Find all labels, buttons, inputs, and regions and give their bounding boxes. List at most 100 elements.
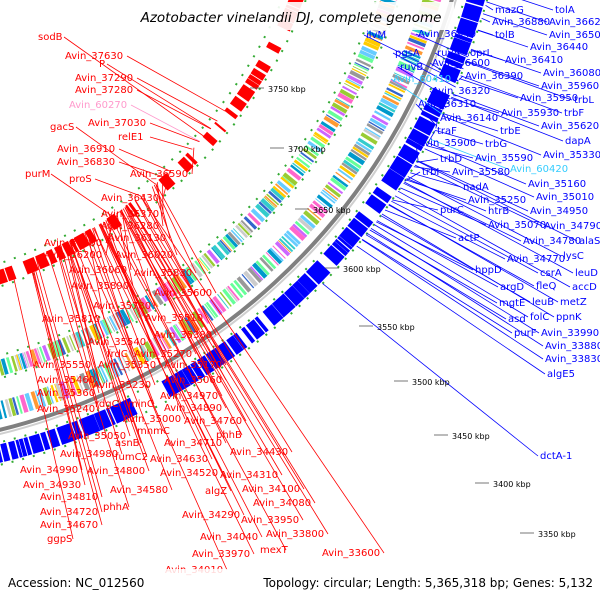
gene-label-reverse: rdgC: [95, 399, 119, 410]
feature-category-block: [172, 324, 185, 342]
leader-line-reverse: [47, 251, 130, 508]
feature-category-block: [232, 228, 245, 241]
forward-strand-feature: [15, 439, 23, 458]
track-boundary: [0, 0, 466, 444]
feature-category-block: [159, 333, 170, 350]
feature-category-block: [89, 325, 99, 341]
gene-label-reverse: Avin_34430: [230, 447, 288, 458]
forward-strand-feature: [347, 217, 369, 238]
gene-label-reverse: Avin_34080: [253, 498, 311, 509]
leader-line-reverse: [156, 182, 164, 227]
feature-category-block: [66, 335, 74, 352]
forward-strand-feature: [389, 155, 413, 178]
gene-label-reverse: frdC: [107, 349, 128, 360]
leader-line-reverse: [32, 258, 103, 513]
forward-strand-feature: [0, 449, 3, 463]
feature-category-block: [397, 60, 416, 72]
gene-label-forward: argD: [500, 282, 524, 293]
feature-category-block: [408, 37, 426, 48]
leader-line-forward: [417, 160, 578, 242]
leader-line-reverse: [98, 224, 245, 516]
leader-line-reverse: [121, 209, 132, 271]
feature-category-block: [29, 349, 39, 366]
kbp-tick-label: 3500 kbp: [412, 378, 450, 387]
leader-line-reverse: [56, 247, 123, 455]
leader-line-reverse: [106, 63, 212, 130]
feature-category-block: [16, 354, 23, 371]
leader-line-forward: [404, 181, 574, 274]
leader-line-forward: [415, 142, 419, 161]
gene-label-forward: mgtE: [499, 298, 525, 309]
leader-line-forward: [429, 62, 459, 82]
feature-category-block: [201, 305, 214, 321]
feature-category-block: [233, 279, 248, 296]
feature-category-block: [357, 53, 374, 64]
forward-strand-feature: [354, 211, 374, 228]
feature-category-block: [325, 114, 341, 124]
forward-strand-feature: [254, 316, 269, 333]
gene-label-reverse: Avin_36430: [101, 193, 159, 204]
gene-label-reverse: algZ: [205, 486, 227, 497]
gene-label-forward: leuB: [532, 297, 554, 308]
feature-category-block: [156, 286, 169, 303]
forward-strand-feature: [446, 51, 466, 64]
forward-strand-feature: [271, 293, 296, 318]
gene-label-forward: accD: [572, 282, 597, 293]
reverse-strand-feature: [229, 95, 247, 112]
feature-category-block: [227, 285, 240, 301]
gene-label-reverse: Avin_34670: [40, 520, 98, 531]
feature-category-block: [264, 195, 278, 208]
leader-line-reverse: [162, 171, 171, 199]
feature-category-block: [24, 392, 34, 412]
gene-label-reverse: Avin_33600: [322, 548, 380, 559]
feature-category-block: [337, 92, 354, 104]
feature-category-block: [199, 257, 211, 271]
leader-line-reverse: [100, 223, 263, 538]
forward-strand-feature: [465, 0, 485, 7]
feature-category-block: [389, 80, 407, 91]
feature-category-block: [312, 134, 327, 145]
gene-label-reverse: Avin_34800: [87, 466, 145, 477]
leader-line-reverse: [136, 89, 211, 130]
leader-line-forward: [410, 172, 462, 188]
feature-category-block: [19, 353, 27, 369]
feature-category-block: [327, 109, 343, 122]
feature-category-block: [236, 276, 252, 293]
leader-line-forward: [405, 179, 467, 201]
feature-category-block: [252, 262, 268, 279]
feature-category-block: [307, 140, 323, 153]
feature-category-block: [216, 241, 230, 256]
gene-label-forward: ilvM: [366, 30, 386, 41]
feature-category-block: [270, 187, 285, 201]
forward-strand-feature: [297, 273, 318, 294]
feature-category-block: [283, 232, 299, 248]
feature-category-block: [258, 201, 272, 214]
feature-category-block: [285, 230, 301, 245]
feature-category-block: [334, 98, 350, 110]
leader-line-forward: [429, 90, 447, 109]
feature-category-block: [330, 177, 347, 191]
gene-label-reverse: Avin_34970: [160, 391, 218, 402]
gene-label-forward: ruvB: [400, 62, 423, 73]
forward-strand-feature: [323, 245, 345, 266]
gene-label-forward: actP: [458, 233, 480, 244]
gene-label-reverse: Avin_36370: [101, 209, 159, 220]
feature-category-block: [113, 358, 124, 376]
kbp-tick-label: 3750 kbp: [268, 85, 306, 94]
gene-label-reverse: Avin_34810: [40, 492, 98, 503]
feature-category-block: [240, 219, 254, 233]
leader-line-forward: [392, 199, 439, 211]
feature-category-block: [309, 203, 326, 218]
feature-category-block: [320, 191, 336, 204]
gene-label-forward: trbI: [422, 167, 439, 178]
gene-label-forward: lysC: [563, 251, 584, 262]
feature-category-block: [225, 233, 239, 248]
feature-category-block: [352, 66, 368, 74]
feature-category-block: [181, 318, 194, 336]
gene-label-forward: Avin_35160: [528, 179, 586, 190]
feature-category-block: [384, 92, 401, 102]
forward-strand-feature: [28, 433, 45, 454]
reverse-strand-feature: [247, 74, 262, 86]
gene-label-reverse: Avin_60270: [69, 100, 127, 111]
feature-category-block: [160, 332, 172, 349]
